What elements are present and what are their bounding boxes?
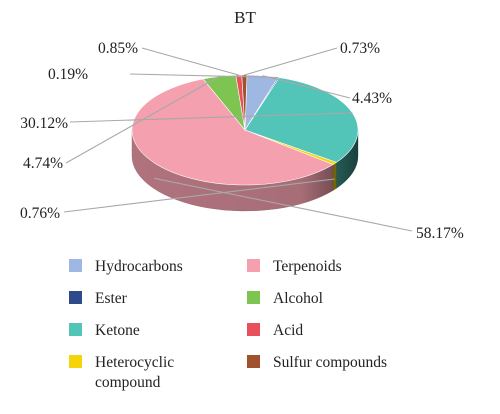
legend-swatch-hydrocarbons xyxy=(69,259,82,272)
side-wall-shading xyxy=(132,130,358,211)
slice-terpenoids xyxy=(131,78,334,186)
data-labels: 4.43% 0.19% 30.12% 0.76% 58.17% 4.74% 0.85% 0.7… xyxy=(20,40,464,242)
leader-line-ester xyxy=(129,73,279,79)
legend-label-ketone: Ketone xyxy=(95,322,140,339)
legend-swatch-sulfur-compounds xyxy=(247,355,260,368)
legend-swatch-terpenoids xyxy=(247,259,260,272)
legend-label-heterocyclic-compound: Heterocyclic compound xyxy=(95,354,174,391)
leader-line-heterocyclic-compound xyxy=(63,178,335,213)
data-label-alcohol: 4.74% xyxy=(23,155,63,172)
legend-label-terpenoids: Terpenoids xyxy=(273,258,342,275)
data-label-terpenoids: 58.17% xyxy=(416,225,464,242)
leader-line-ketone xyxy=(69,112,353,123)
data-label-sulfur-compounds: 0.73% xyxy=(340,40,380,57)
data-label-heterocyclic-compound: 0.76% xyxy=(20,205,60,222)
data-label-ester: 0.19% xyxy=(48,66,88,83)
data-label-acid: 0.85% xyxy=(98,40,138,57)
leader-line-hydrocarbons xyxy=(262,75,351,99)
legend-label-ester: Ester xyxy=(95,290,128,307)
data-label-hydrocarbons: 4.43% xyxy=(352,90,392,107)
leader-line-terpenoids xyxy=(153,177,413,232)
legend-label-acid: Acid xyxy=(273,322,303,339)
legend-label-hydrocarbons: Hydrocarbons xyxy=(95,258,183,275)
leader-line-acid xyxy=(141,47,239,76)
legend-swatch-alcohol xyxy=(247,291,260,304)
slice-sulfur-compounds xyxy=(241,74,248,131)
data-label-ketone: 30.12% xyxy=(20,115,68,132)
leader-line-sulfur-compounds xyxy=(244,47,338,76)
legend-label-sulfur-compounds: Sulfur compounds xyxy=(273,354,387,371)
leader-line-alcohol xyxy=(65,76,220,164)
legend-label-alcohol: Alcohol xyxy=(273,290,323,307)
legend-swatch-heterocyclic-compound xyxy=(69,355,82,368)
chart-title: BT xyxy=(234,8,256,27)
pie-top-slices xyxy=(131,74,359,186)
legend-swatch-ketone xyxy=(69,323,82,336)
legend-swatch-acid xyxy=(247,323,260,336)
legend-swatch-ester xyxy=(69,291,82,304)
legend: Hydrocarbons Terpenoids Ester Alcohol Ketone… xyxy=(69,258,387,391)
